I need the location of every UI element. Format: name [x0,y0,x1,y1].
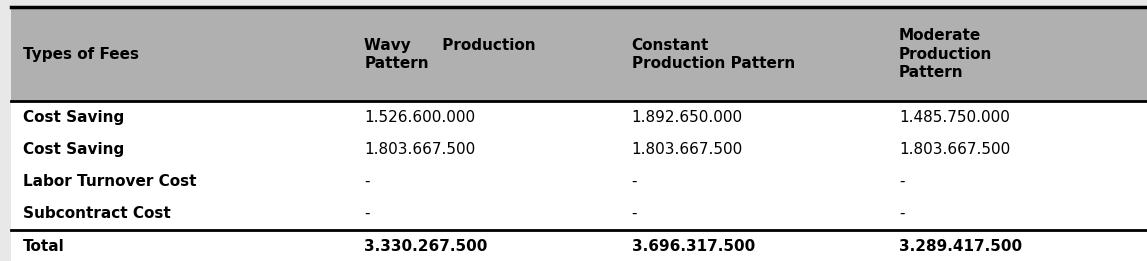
Bar [11,7,1147,101]
Text: 1.803.667.500: 1.803.667.500 [899,142,1011,157]
Text: Constant
Production Pattern: Constant Production Pattern [632,38,795,71]
Text: -: - [632,174,637,189]
Text: 3.289.417.500: 3.289.417.500 [899,239,1022,254]
Text: Moderate
Production
Pattern: Moderate Production Pattern [899,28,992,80]
Text: Subcontract Cost: Subcontract Cost [23,206,171,221]
Bar [11,198,1147,230]
Text: -: - [365,174,369,189]
Text: 1.892.650.000: 1.892.650.000 [632,110,743,125]
Bar [11,165,1147,198]
Text: 1.803.667.500: 1.803.667.500 [365,142,476,157]
Text: Types of Fees: Types of Fees [23,47,139,62]
Text: 1.526.600.000: 1.526.600.000 [365,110,475,125]
Text: Cost Saving: Cost Saving [23,110,124,125]
Text: Labor Turnover Cost: Labor Turnover Cost [23,174,196,189]
Bar [11,101,1147,133]
Bar [11,230,1147,261]
Text: Cost Saving: Cost Saving [23,142,124,157]
Text: -: - [899,206,905,221]
Text: 1.803.667.500: 1.803.667.500 [632,142,743,157]
Text: -: - [365,206,369,221]
Text: Wavy      Production
Pattern: Wavy Production Pattern [365,38,536,71]
Text: -: - [632,206,637,221]
Text: 1.485.750.000: 1.485.750.000 [899,110,1011,125]
Text: 3.696.317.500: 3.696.317.500 [632,239,755,254]
Text: 3.330.267.500: 3.330.267.500 [365,239,487,254]
Bar [11,133,1147,165]
Text: -: - [899,174,905,189]
Text: Total: Total [23,239,64,254]
